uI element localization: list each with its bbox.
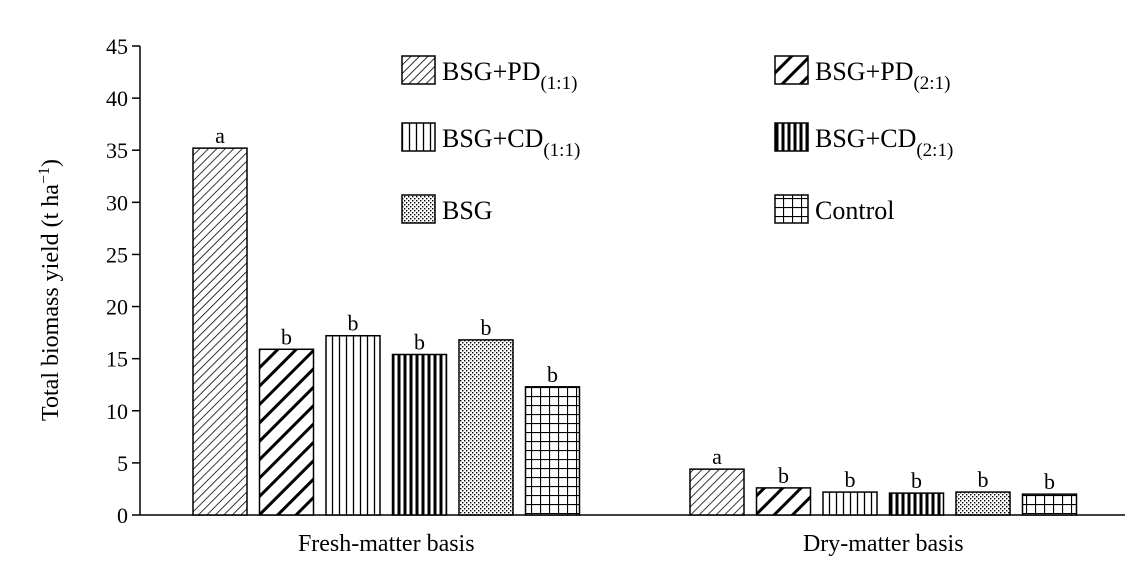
- legend: BSG+PD(1:1) BSG+PD(2:1) BSG+CD(1:1) BSG+CD(…: [401, 55, 953, 225]
- significance-letter: b: [1044, 469, 1055, 494]
- bar: [258, 348, 315, 516]
- legend-label: BSG+CD(1:1): [442, 124, 580, 161]
- x-category-label: Dry-matter basis: [803, 531, 964, 557]
- legend-swatch: [774, 55, 809, 85]
- y-tick-label: 25: [106, 242, 128, 267]
- y-tick-label: 20: [106, 295, 128, 320]
- y-tick-label: 15: [106, 347, 128, 372]
- legend-swatch: [774, 194, 809, 224]
- legend-label: BSG+PD(2:1): [815, 57, 950, 94]
- y-axis-title: Total biomass yield (t ha−1): [36, 159, 64, 421]
- significance-letter: a: [712, 444, 722, 469]
- significance-letter: b: [348, 311, 359, 336]
- bar: [192, 147, 248, 516]
- y-axis-title-main: Total biomass yield (t ha: [38, 184, 64, 421]
- legend-label: BSG: [442, 196, 493, 225]
- bar: [524, 386, 581, 516]
- legend-swatch: [401, 122, 436, 152]
- bar: [458, 339, 514, 516]
- significance-letter: b: [281, 324, 292, 349]
- y-tick-label: 45: [106, 34, 128, 59]
- bar: [955, 491, 1011, 516]
- legend-label: Control: [815, 196, 894, 225]
- y-tick-label: 10: [106, 399, 128, 424]
- significance-letter: b: [778, 463, 789, 488]
- y-tick-label: 40: [106, 86, 128, 111]
- legend-label: BSG+PD(1:1): [442, 57, 577, 94]
- bar: [888, 492, 945, 516]
- y-axis-title-sup: −1: [36, 167, 53, 184]
- bar: [391, 353, 448, 516]
- y-tick-label: 5: [117, 451, 128, 476]
- bar: [689, 468, 745, 516]
- significance-letter: b: [845, 467, 856, 492]
- x-category-label: Fresh-matter basis: [298, 531, 475, 557]
- bar: [1021, 493, 1078, 516]
- significance-letter: b: [414, 329, 425, 354]
- legend-swatch: [774, 122, 809, 152]
- y-tick-label: 30: [106, 190, 128, 215]
- y-axis-title-close: ): [38, 159, 64, 167]
- legend-swatch: [401, 55, 436, 85]
- y-tick-label: 35: [106, 138, 128, 163]
- y-tick-label: 0: [117, 503, 128, 528]
- legend-swatch: [401, 194, 436, 224]
- bar: [822, 491, 878, 516]
- significance-letter: b: [481, 315, 492, 340]
- bar: [755, 487, 812, 516]
- bars: a b b b b b Fresh-matter basis a b b b b b Dry-matter…: [192, 123, 1078, 557]
- significance-letter: b: [978, 467, 989, 492]
- legend-label: BSG+CD(2:1): [815, 124, 953, 161]
- significance-letter: a: [215, 123, 225, 148]
- significance-letter: b: [547, 362, 558, 387]
- bar: [325, 334, 381, 516]
- significance-letter: b: [911, 468, 922, 493]
